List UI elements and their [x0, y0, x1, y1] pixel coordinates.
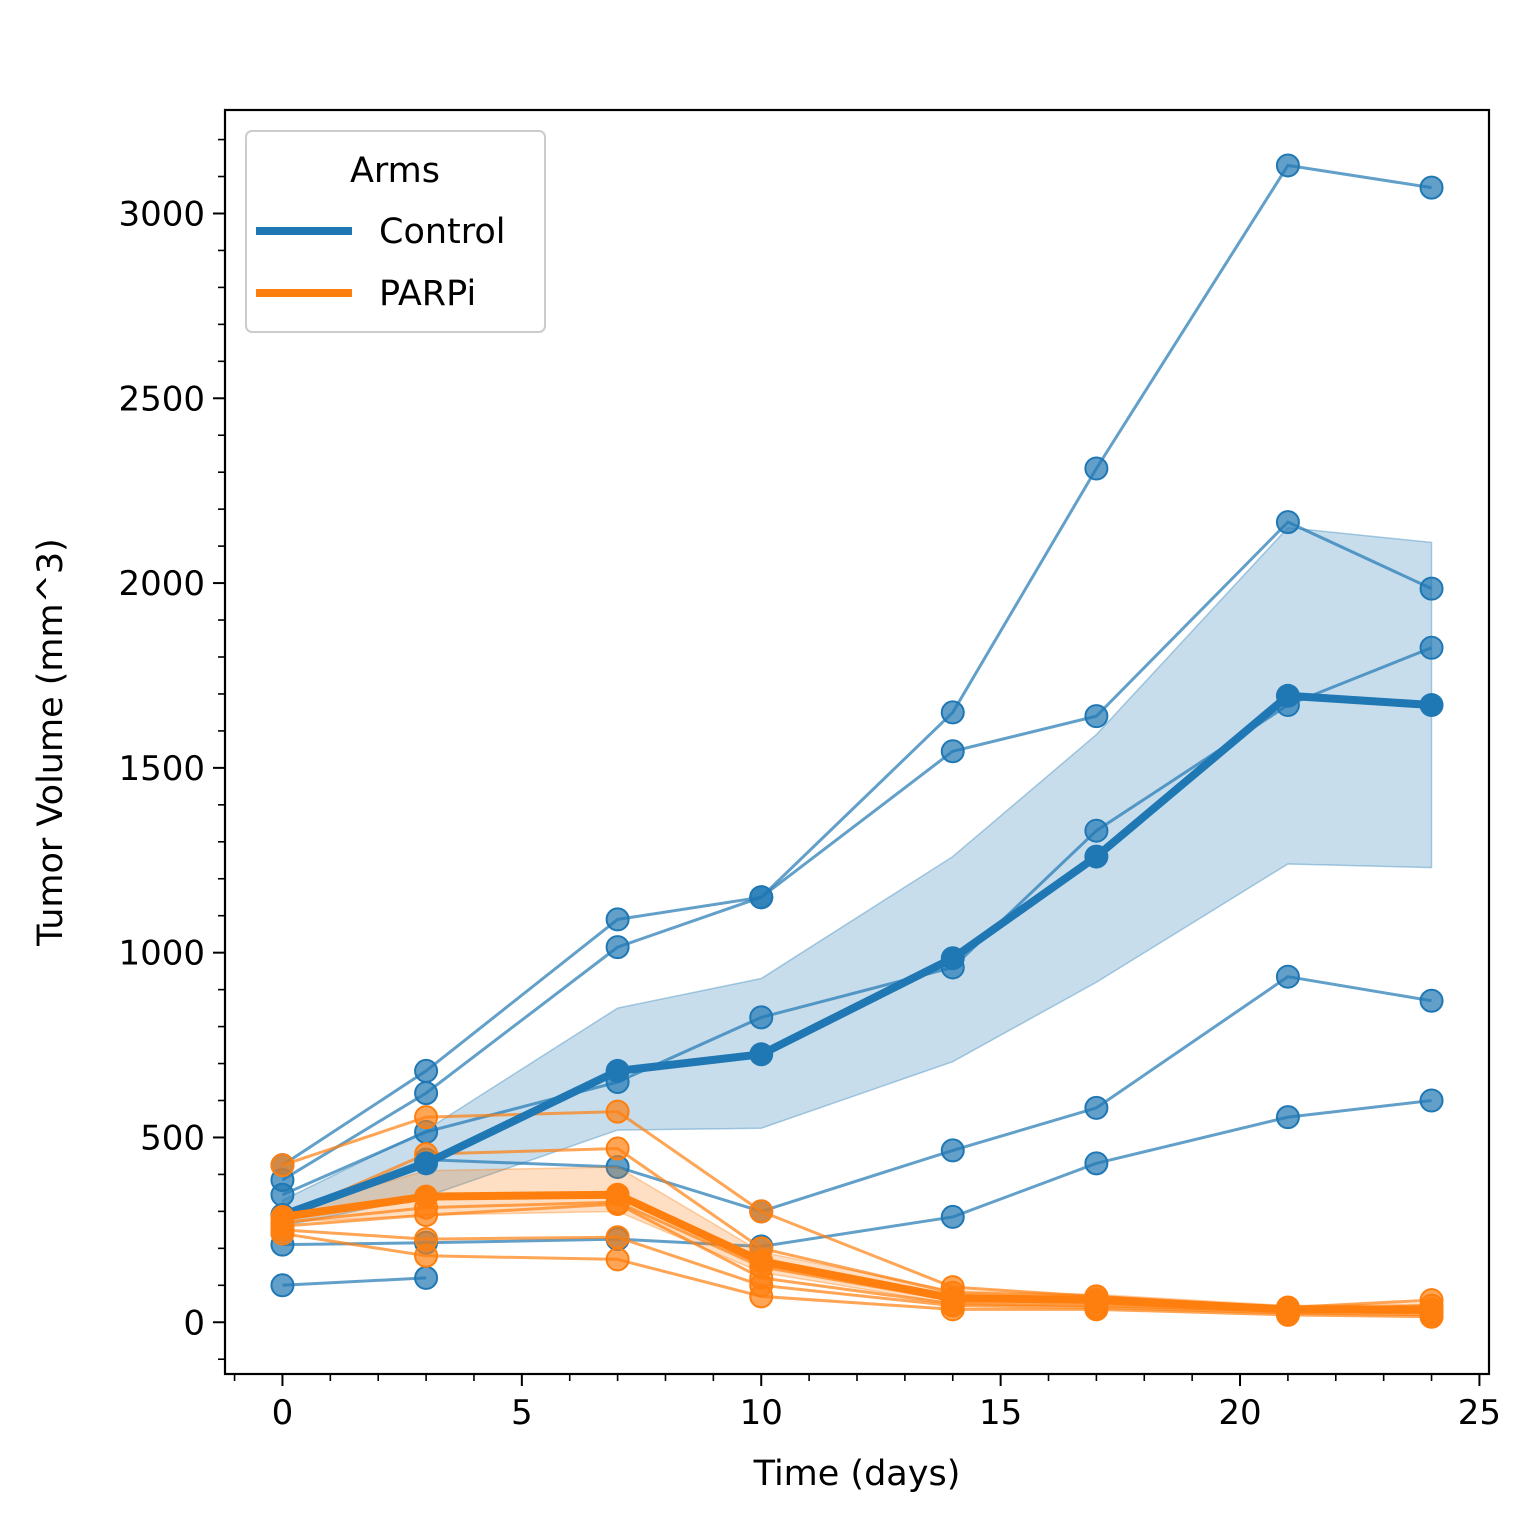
animal-line-parpi-6	[282, 1232, 1432, 1319]
animal-point-control	[1275, 510, 1300, 535]
x-tick-label: 0	[272, 1393, 294, 1433]
animal-point-control	[1275, 964, 1300, 989]
y-tick-label: 1500	[118, 749, 205, 789]
x-axis: 0 5 10 15 20 25	[233, 1374, 1501, 1433]
animal-point-control	[605, 935, 630, 960]
animal-point-control	[1419, 1088, 1444, 1113]
x-tick-label: 10	[740, 1393, 783, 1433]
y-tick-label: 2500	[118, 379, 205, 419]
mean-point-parpi	[414, 1184, 439, 1209]
mean-point-control	[940, 946, 965, 971]
mean-point-parpi	[605, 1182, 630, 1207]
plot-content	[270, 153, 1444, 1329]
y-tick-label: 0	[183, 1303, 205, 1343]
animal-point-parpi	[414, 1243, 439, 1268]
mean-point-control	[749, 1042, 774, 1067]
mean-point-control	[414, 1151, 439, 1176]
animal-point-control	[1419, 576, 1444, 601]
y-tick-label: 1000	[118, 934, 205, 974]
mean-point-control	[605, 1058, 630, 1083]
legend-title: Arms	[350, 151, 440, 191]
legend-label: Control	[379, 212, 506, 252]
animal-point-parpi	[605, 1136, 630, 1161]
animal-point-parpi	[270, 1153, 295, 1178]
animal-point-parpi	[605, 1225, 630, 1250]
legend-label: PARPi	[379, 274, 476, 314]
animal-point-control	[940, 1204, 965, 1229]
x-tick-label: 25	[1458, 1393, 1501, 1433]
animal-point-control	[1084, 1095, 1109, 1120]
x-axis-title: Time (days)	[753, 1454, 961, 1494]
mean-point-parpi	[749, 1249, 774, 1274]
mean-parpi	[270, 1182, 1444, 1322]
legend-entry-control: Control	[256, 212, 506, 252]
animal-line-control-4	[281, 975, 1432, 1217]
animal-point-control	[1084, 456, 1109, 481]
animal-point-control	[940, 1138, 965, 1163]
mean-point-parpi	[270, 1204, 295, 1229]
animal-point-control	[1275, 1105, 1300, 1130]
mean-point-control	[1275, 683, 1300, 708]
y-axis-title: Tumor Volume (mm^3)	[31, 538, 71, 947]
animal-line-parpi-5	[282, 1228, 1432, 1317]
mean-point-parpi	[1419, 1297, 1444, 1322]
animal-point-control	[940, 739, 965, 764]
y-tick-label: 2000	[118, 564, 205, 604]
x-tick-label: 20	[1218, 1393, 1261, 1433]
animal-point-control	[414, 1265, 439, 1290]
mean-line-parpi	[281, 1190, 1432, 1314]
animal-point-control	[1419, 175, 1444, 200]
mean-line-control	[281, 691, 1432, 1219]
animal-point-control	[1275, 153, 1300, 178]
animal-point-control	[1084, 818, 1109, 843]
legend: Arms Control PARPi	[245, 130, 546, 333]
animal-point-control	[749, 885, 774, 910]
animal-point-control	[605, 907, 630, 932]
animal-point-parpi	[605, 1099, 630, 1124]
animal-line-control-5	[282, 1099, 1432, 1248]
animal-point-control	[940, 700, 965, 725]
mean-point-control	[1419, 693, 1444, 718]
legend-entry-parpi: PARPi	[256, 274, 476, 314]
animal-point-parpi	[749, 1284, 774, 1309]
mean-point-parpi	[1275, 1297, 1300, 1322]
y-tick-label: 3000	[118, 194, 205, 234]
animal-line-control-6	[282, 1276, 427, 1287]
mean-point-parpi	[1084, 1288, 1109, 1313]
legend-box	[245, 130, 546, 333]
mean-point-control	[1084, 844, 1109, 869]
animal-point-control	[270, 1182, 295, 1207]
animal-point-control	[1084, 1151, 1109, 1176]
mean-point-parpi	[940, 1286, 965, 1311]
y-tick-label: 500	[140, 1118, 205, 1158]
x-tick-label: 5	[511, 1393, 533, 1433]
animal-line-control-2	[281, 520, 1433, 1182]
y-axis: 0 500 1000 1500 2000 2500 3000	[118, 138, 225, 1361]
animal-point-control	[414, 1081, 439, 1106]
animal-point-control	[749, 1005, 774, 1030]
animal-point-parpi	[605, 1247, 630, 1272]
animal-point-parpi	[749, 1199, 774, 1224]
x-tick-label: 15	[979, 1393, 1022, 1433]
animal-point-parpi	[414, 1105, 439, 1130]
animal-point-control	[414, 1058, 439, 1083]
animal-point-control	[270, 1273, 295, 1298]
animal-point-control	[1084, 704, 1109, 729]
animal-point-control	[1419, 635, 1444, 660]
animal-line-control-1	[281, 163, 1432, 1167]
animal-point-control	[1419, 988, 1444, 1013]
band-control	[281, 526, 1433, 1228]
